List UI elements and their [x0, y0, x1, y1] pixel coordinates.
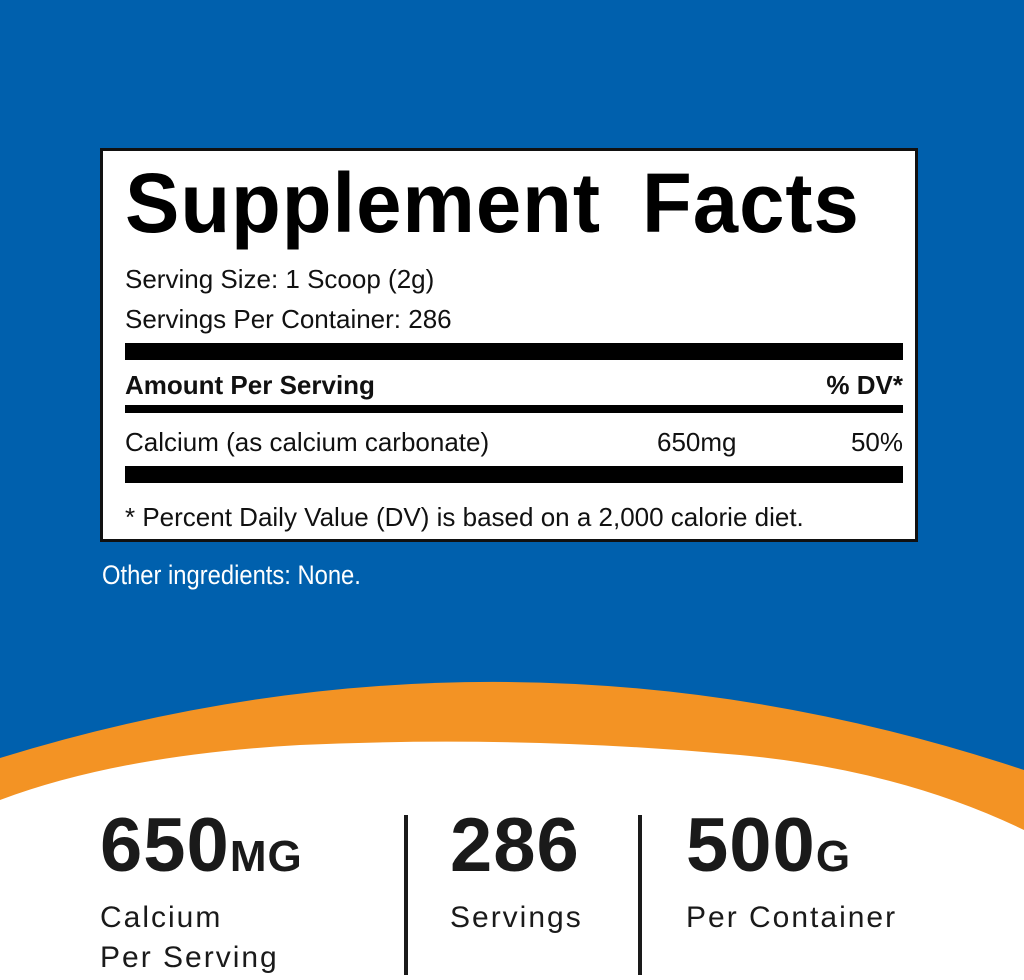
stat-label: Per Container — [686, 901, 898, 934]
stat-label: Servings — [450, 901, 583, 934]
stat-value: 500 — [686, 803, 816, 888]
thick-divider — [125, 343, 903, 360]
other-ingredients: Other ingredients: None. — [102, 560, 361, 590]
stat-label: Calcium — [100, 901, 223, 934]
nutrient-name: Calcium (as calcium carbonate) — [125, 427, 490, 457]
dv-header: % DV* — [826, 370, 903, 400]
nutrient-amount: 650mg — [657, 427, 737, 457]
footnote: * Percent Daily Value (DV) is based on a… — [125, 502, 804, 532]
serving-size: Serving Size: 1 Scoop (2g) — [125, 264, 435, 294]
divider — [404, 815, 408, 975]
stat-servings: 286 Servings — [450, 808, 583, 938]
servings-per-container: Servings Per Container: 286 — [125, 304, 452, 334]
divider — [638, 815, 642, 975]
stat-unit: MG — [229, 832, 303, 881]
facts-title: Supplement Facts — [125, 156, 860, 250]
stat-label: Per Serving — [100, 941, 279, 974]
medium-divider — [125, 405, 903, 413]
stat-calcium: 650MG Calcium Per Serving — [100, 808, 303, 978]
stat-value: 286 — [450, 803, 580, 888]
nutrient-dv: 50% — [850, 427, 903, 457]
thick-divider — [125, 466, 903, 483]
stat-container: 500G Per Container — [686, 808, 897, 938]
supplement-facts-panel: Supplement Facts Serving Size: 1 Scoop (… — [100, 148, 918, 542]
amount-header: Amount Per Serving — [125, 370, 375, 400]
white-area — [0, 741, 1024, 980]
stat-value: 650 — [100, 803, 230, 888]
stat-unit: G — [815, 832, 852, 881]
